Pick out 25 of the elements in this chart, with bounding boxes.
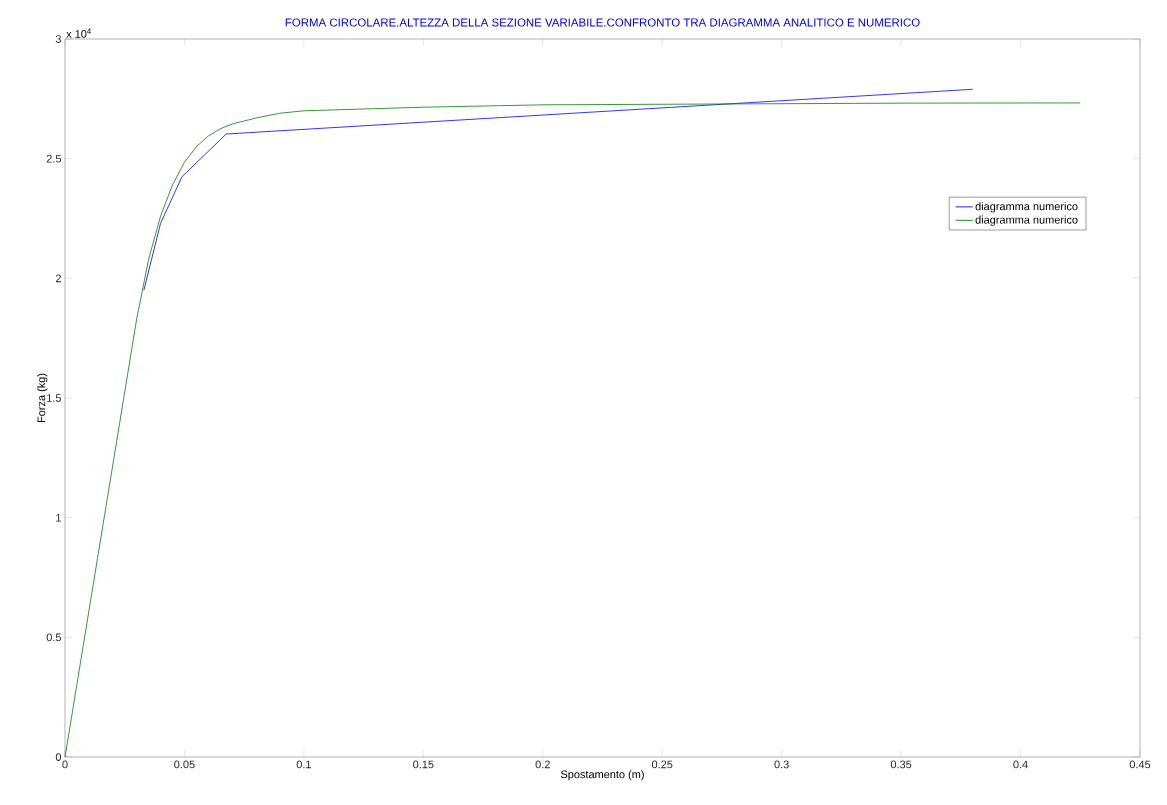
y-axis-title: Forza (kg) [37,373,48,423]
x-tick-label: 0.25 [651,760,673,769]
legend-label: diagramma numerico [975,202,1078,213]
x-tick-label: 0.15 [413,760,434,769]
y-tick-label: 2 [55,274,61,283]
x-tick-label: 0.45 [1129,760,1151,769]
x-tick-label: 0.2 [535,760,550,769]
legend-label: diagramma numerico [975,215,1078,226]
text: x 10$^{4}$ [66,28,91,38]
line-series [143,88,974,291]
y-tick-label: 3 [55,35,61,43]
y-tick-label: 1.5 [47,394,62,402]
x-axis-title: Spostamento (m) [560,770,644,781]
y-tick-label: 0 [55,753,62,761]
y-tick-label: 1 [56,513,61,522]
x-tick-label: 0 [62,760,68,769]
x-tick-label: 0.05 [174,760,195,769]
y-tick-label: 0.5 [46,633,62,642]
chart-title: FORMA CIRCOLARE.ALTEZZA DELLA SEZIONE VARIABILE.CONFRONTO TRA DIAGRAMMA ANALITICO E NUMERICO [285,18,920,27]
x-tick-label: 0.1 [296,760,311,769]
line-series [64,102,1081,758]
x-tick-label: 0.3 [774,760,789,769]
x-tick-label: 0.4 [1013,760,1028,769]
y-tick-label: 2.5 [46,154,62,163]
x-tick-label: 0.35 [890,760,912,769]
